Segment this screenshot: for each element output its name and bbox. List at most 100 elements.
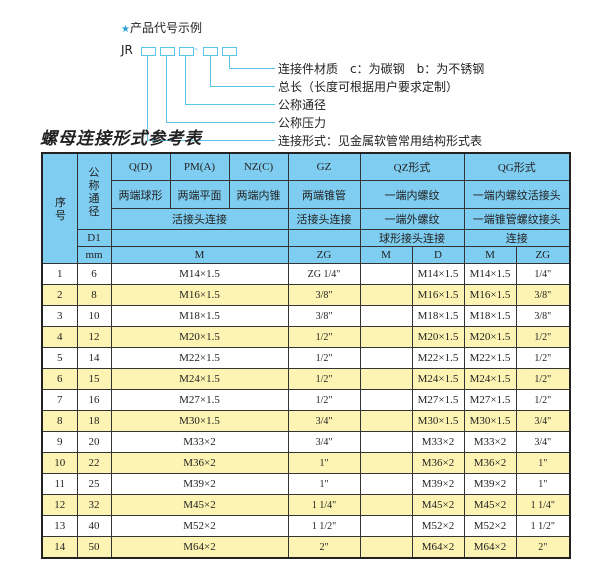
header-qg-desc1: 一端内螺纹活接头 (463, 180, 571, 209)
header-qg: QG形式 (463, 152, 571, 181)
cell-qz-m (359, 284, 413, 306)
cell-qg-m: M52×2 (463, 515, 517, 537)
cell-qg-m: M45×2 (463, 494, 517, 516)
cell-qz-m (359, 347, 413, 369)
desc-pressure: 公称压力 (278, 116, 327, 130)
cell-qz-m (359, 536, 413, 559)
cell-m: M18×1.5 (110, 305, 289, 327)
cell-dn: 50 (76, 536, 112, 559)
cell-dn: 10 (76, 305, 112, 327)
header-m: M (110, 246, 289, 264)
cell-qg-zg: 1/2" (515, 326, 571, 348)
leader-line (210, 86, 275, 87)
header-q-desc: 两端球形 (110, 180, 171, 209)
header-nz: NZ(C) (228, 152, 289, 181)
leader-line (147, 56, 148, 140)
cell-m: M24×1.5 (110, 368, 289, 390)
header-d1: D1 (76, 229, 112, 247)
cell-no: 2 (41, 284, 78, 306)
cell-no: 13 (41, 515, 78, 537)
cell-qz-m (359, 515, 413, 537)
cell-qg-m: M24×1.5 (463, 368, 517, 390)
cell-qg-m: M30×1.5 (463, 410, 517, 432)
cell-qz-d: M64×2 (411, 536, 465, 559)
cell-m: M36×2 (110, 452, 289, 474)
cell-dn: 6 (76, 263, 112, 285)
header-qz: QZ形式 (359, 152, 465, 181)
header-union: 活接头连接 (110, 208, 289, 230)
leader-line (229, 68, 275, 69)
cell-qz-d: M18×1.5 (411, 305, 465, 327)
star-icon: ★ (121, 24, 130, 35)
cell-qg-m: M20×1.5 (463, 326, 517, 348)
cell-qg-m: M33×2 (463, 431, 517, 453)
cell-dn: 40 (76, 515, 112, 537)
table-row: 3 10 M18×1.5 3/8" M18×1.5 M18×1.5 3/8" (41, 305, 571, 327)
cell-qg-m: M22×1.5 (463, 347, 517, 369)
cell-qz-m (359, 473, 413, 495)
header-qz-d: D (411, 246, 465, 264)
header-empty (110, 229, 289, 247)
cell-zg: 1" (287, 473, 361, 495)
header-q: Q(D) (110, 152, 171, 181)
cell-no: 4 (41, 326, 78, 348)
cell-qz-m (359, 368, 413, 390)
cell-qg-zg: 1/2" (515, 347, 571, 369)
cell-qg-m: M39×2 (463, 473, 517, 495)
cell-qg-zg: 1" (515, 473, 571, 495)
cell-no: 1 (41, 263, 78, 285)
header-qg-desc2: 一端锥管螺纹接头 (463, 208, 571, 230)
header-qz-desc3: 球形接头连接 (359, 229, 465, 247)
table-row: 14 50 M64×2 2" M64×2 M64×2 2" (41, 536, 571, 559)
cell-no: 12 (41, 494, 78, 516)
cell-zg: 3/4" (287, 431, 361, 453)
cell-no: 8 (41, 410, 78, 432)
cell-zg: 3/8" (287, 305, 361, 327)
leader-line (147, 140, 275, 141)
cell-qz-m (359, 452, 413, 474)
table-row: 10 22 M36×2 1" M36×2 M36×2 1" (41, 452, 571, 474)
leader-line (166, 122, 275, 123)
cell-qz-m (359, 326, 413, 348)
cell-dn: 12 (76, 326, 112, 348)
cell-qg-zg: 3/4" (515, 410, 571, 432)
cell-no: 6 (41, 368, 78, 390)
code-dash: - (194, 42, 198, 55)
table-row: 13 40 M52×2 1 1/2" M52×2 M52×2 1 1/2" (41, 515, 571, 537)
cell-qz-m (359, 389, 413, 411)
cell-zg: 1/2" (287, 389, 361, 411)
cell-dn: 22 (76, 452, 112, 474)
table-row: 1 6 M14×1.5 ZG 1/4" M14×1.5 M14×1.5 1/4" (41, 263, 571, 285)
cell-qg-m: M36×2 (463, 452, 517, 474)
header-qz-desc2: 一端外螺纹 (359, 208, 465, 230)
cell-zg: ZG 1/4" (287, 263, 361, 285)
cell-qz-d: M36×2 (411, 452, 465, 474)
cell-qz-d: M52×2 (411, 515, 465, 537)
table-row: 4 12 M20×1.5 1/2" M20×1.5 M20×1.5 1/2" (41, 326, 571, 348)
cell-zg: 1 1/2" (287, 515, 361, 537)
cell-qz-d: M14×1.5 (411, 263, 465, 285)
desc-material: 连接件材质 c：为碳钢 b：为不锈钢 (278, 62, 485, 76)
cell-zg: 3/8" (287, 284, 361, 306)
cell-dn: 8 (76, 284, 112, 306)
table-row: 2 8 M16×1.5 3/8" M16×1.5 M16×1.5 3/8" (41, 284, 571, 306)
cell-qz-d: M16×1.5 (411, 284, 465, 306)
table-row: 12 32 M45×2 1 1/4" M45×2 M45×2 1 1/4" (41, 494, 571, 516)
cell-dn: 32 (76, 494, 112, 516)
cell-no: 9 (41, 431, 78, 453)
cell-qg-zg: 3/4" (515, 431, 571, 453)
header-zg: ZG (287, 246, 361, 264)
cell-no: 3 (41, 305, 78, 327)
cell-qz-d: M45×2 (411, 494, 465, 516)
cell-no: 11 (41, 473, 78, 495)
header-seq: 序号 (41, 152, 78, 264)
cell-qg-zg: 2" (515, 536, 571, 559)
cell-qz-d: M20×1.5 (411, 326, 465, 348)
header-mm: mm (76, 246, 112, 264)
cell-zg: 1" (287, 452, 361, 474)
header-empty (287, 229, 361, 247)
cell-dn: 16 (76, 389, 112, 411)
header-nominal: 公称通径 (76, 152, 112, 230)
table-row: 7 16 M27×1.5 1/2" M27×1.5 M27×1.5 1/2" (41, 389, 571, 411)
header-gz-union: 活接头连接 (287, 208, 361, 230)
